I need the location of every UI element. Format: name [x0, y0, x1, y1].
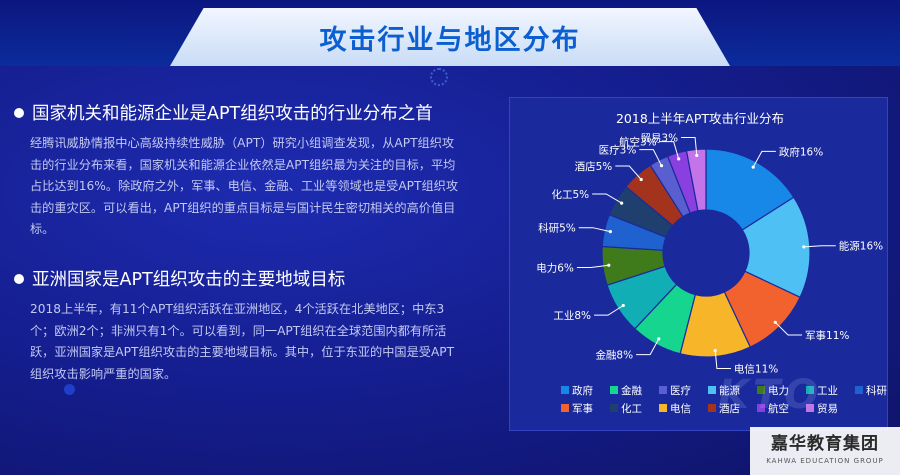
donut-chart: 2018上半年APT攻击行业分布 政府16% 能源16% 军事11% 电信11% 金融8… [536, 111, 887, 415]
body-line: 组织攻击影响严重的国家。 [30, 366, 177, 381]
data-label: 航空3% [619, 136, 657, 149]
section-heading-row: 亚洲国家是APT组织攻击的主要地域目标 [14, 266, 484, 291]
body-line: 击的行业分布来看，国家机关和能源企业依然是APT组织最为关注的目标，平均 [30, 157, 456, 172]
leader-dot [751, 165, 755, 169]
pie-slice [705, 148, 795, 231]
body-line: 占比达到16%。除政府之外，军事、电信、金融、工业等领域也是受APT组织攻 [30, 179, 459, 193]
leader-line [615, 165, 642, 180]
bullet-icon [14, 107, 24, 118]
leader-line [714, 350, 731, 369]
chart-panel: 2018上半年APT攻击行业分布 政府16% 能源16% 军事11% 电信11% 金融8… [509, 97, 888, 431]
leader-line [774, 321, 803, 336]
legend-label: 政府 [572, 384, 593, 397]
data-label: 军事11% [805, 329, 849, 342]
leader-line [594, 305, 624, 316]
legend-label: 酒店 [719, 402, 740, 415]
legend-label: 医疗 [670, 384, 691, 397]
leader-dot [620, 201, 624, 205]
leader-dot [773, 320, 777, 324]
section-body: 经腾讯威胁情报中心高级持续性威胁（APT）研究小组调查发现，从APT组织攻 击的… [30, 133, 484, 241]
page-title: 攻击行业与地区分布 [319, 24, 581, 56]
legend-label: 贸易 [817, 403, 838, 415]
leader-line [659, 141, 680, 160]
legend-swatch [708, 386, 716, 394]
pie-slice [685, 148, 707, 212]
section-industry: 国家机关和能源企业是APT组织攻击的行业分布之首 经腾讯威胁情报中心高级持续性威… [14, 100, 484, 241]
leader-line [578, 227, 611, 233]
section-heading-row: 国家机关和能源企业是APT组织攻击的行业分布之首 [14, 100, 484, 125]
data-label: 酒店5% [575, 160, 613, 173]
leader-dot [607, 263, 611, 267]
leader-dot [621, 303, 625, 308]
section-heading: 国家机关和能源企业是APT组织攻击的行业分布之首 [32, 104, 433, 124]
legend-swatch [757, 404, 765, 412]
decorative-circle [64, 384, 75, 395]
decorative-dots [430, 68, 448, 86]
leader-dot [802, 245, 806, 249]
legend-label: 能源 [719, 384, 740, 397]
leader-line [681, 137, 698, 156]
legend-swatch [757, 386, 765, 394]
bullet-icon [14, 273, 24, 284]
leader-line [752, 150, 776, 168]
leader-line [803, 245, 836, 248]
data-label: 电信11% [734, 362, 778, 375]
leader-line [636, 338, 660, 356]
legend-swatch [610, 404, 618, 412]
body-line: 个；欧洲2个；非洲只有1个。可以看到，同一APT组织在全球范围内都有所活 [30, 323, 447, 338]
chart-title: 2018上半年APT攻击行业分布 [616, 111, 784, 126]
body-line: 经腾讯威胁情报中心高级持续性威胁（APT）研究小组调查发现，从APT组织攻 [30, 136, 455, 150]
data-label: 科研5% [538, 222, 576, 235]
data-label: 金融8% [595, 349, 633, 362]
title-plate: 攻击行业与地区分布 [170, 8, 730, 66]
section-heading: 亚洲国家是APT组织攻击的主要地域目标 [32, 270, 346, 290]
leader-dot [608, 230, 612, 234]
body-line: 标。 [30, 222, 55, 236]
leader-dot [677, 157, 681, 161]
legend-swatch [855, 386, 863, 394]
data-label: 贸易3% [640, 133, 678, 145]
watermark-cn: 嘉华教育集团 [771, 434, 879, 454]
leader-dot [713, 348, 717, 353]
section-region: 亚洲国家是APT组织攻击的主要地域目标 2018上半年，有11个APT组织活跃在… [14, 266, 484, 385]
body-line: 2018上半年，有11个APT组织活跃在亚洲地区，4个活跃在北美地区；中东3 [30, 302, 445, 316]
legend-label: 军事 [572, 402, 593, 415]
leader-line [576, 264, 609, 269]
body-line: 跃，亚洲国家是APT组织攻击的主要地域目标。其中，位于东亚的中国是受APT [30, 345, 455, 359]
watermark-stamp: 嘉华教育集团 KAHWA EDUCATION GROUP [750, 427, 900, 475]
legend-swatch [561, 386, 569, 394]
legend-label: 航空 [768, 402, 789, 415]
data-label: 工业8% [553, 310, 591, 322]
legend-label: 科研 [866, 384, 887, 397]
legend-swatch [806, 386, 814, 394]
legend-swatch [806, 404, 814, 412]
legend-label: 金融 [621, 384, 642, 397]
leader-dot [659, 164, 664, 168]
legend-label: 电信 [670, 402, 691, 415]
leader-dot [695, 153, 699, 158]
legend-label: 电力 [768, 384, 789, 397]
data-label: 化工5% [551, 188, 589, 201]
legend-label: 化工 [621, 402, 642, 415]
legend-swatch [561, 404, 569, 412]
data-label: 医疗3% [599, 144, 637, 157]
watermark-en: KAHWA EDUCATION GROUP [766, 457, 884, 465]
legend-swatch [659, 404, 667, 412]
section-body: 2018上半年，有11个APT组织活跃在亚洲地区，4个活跃在北美地区；中东3 个… [30, 299, 484, 385]
legend-swatch [708, 404, 716, 412]
leader-line [592, 193, 622, 204]
legend-label: 工业 [817, 385, 838, 397]
leader-line [639, 149, 662, 166]
data-label: 电力6% [536, 262, 574, 275]
data-label: 政府16% [779, 145, 823, 158]
leader-dot [657, 337, 661, 341]
legend-swatch [610, 386, 618, 394]
pie-slice [741, 196, 811, 299]
watermark-logo: KTO [718, 372, 823, 418]
body-line: 击的重灾区。可以看出，APT组织的重点目标是与国计民生密切相关的高价值目 [30, 200, 456, 215]
legend-swatch [659, 386, 667, 394]
data-label: 能源16% [839, 240, 883, 253]
leader-dot [639, 177, 643, 182]
